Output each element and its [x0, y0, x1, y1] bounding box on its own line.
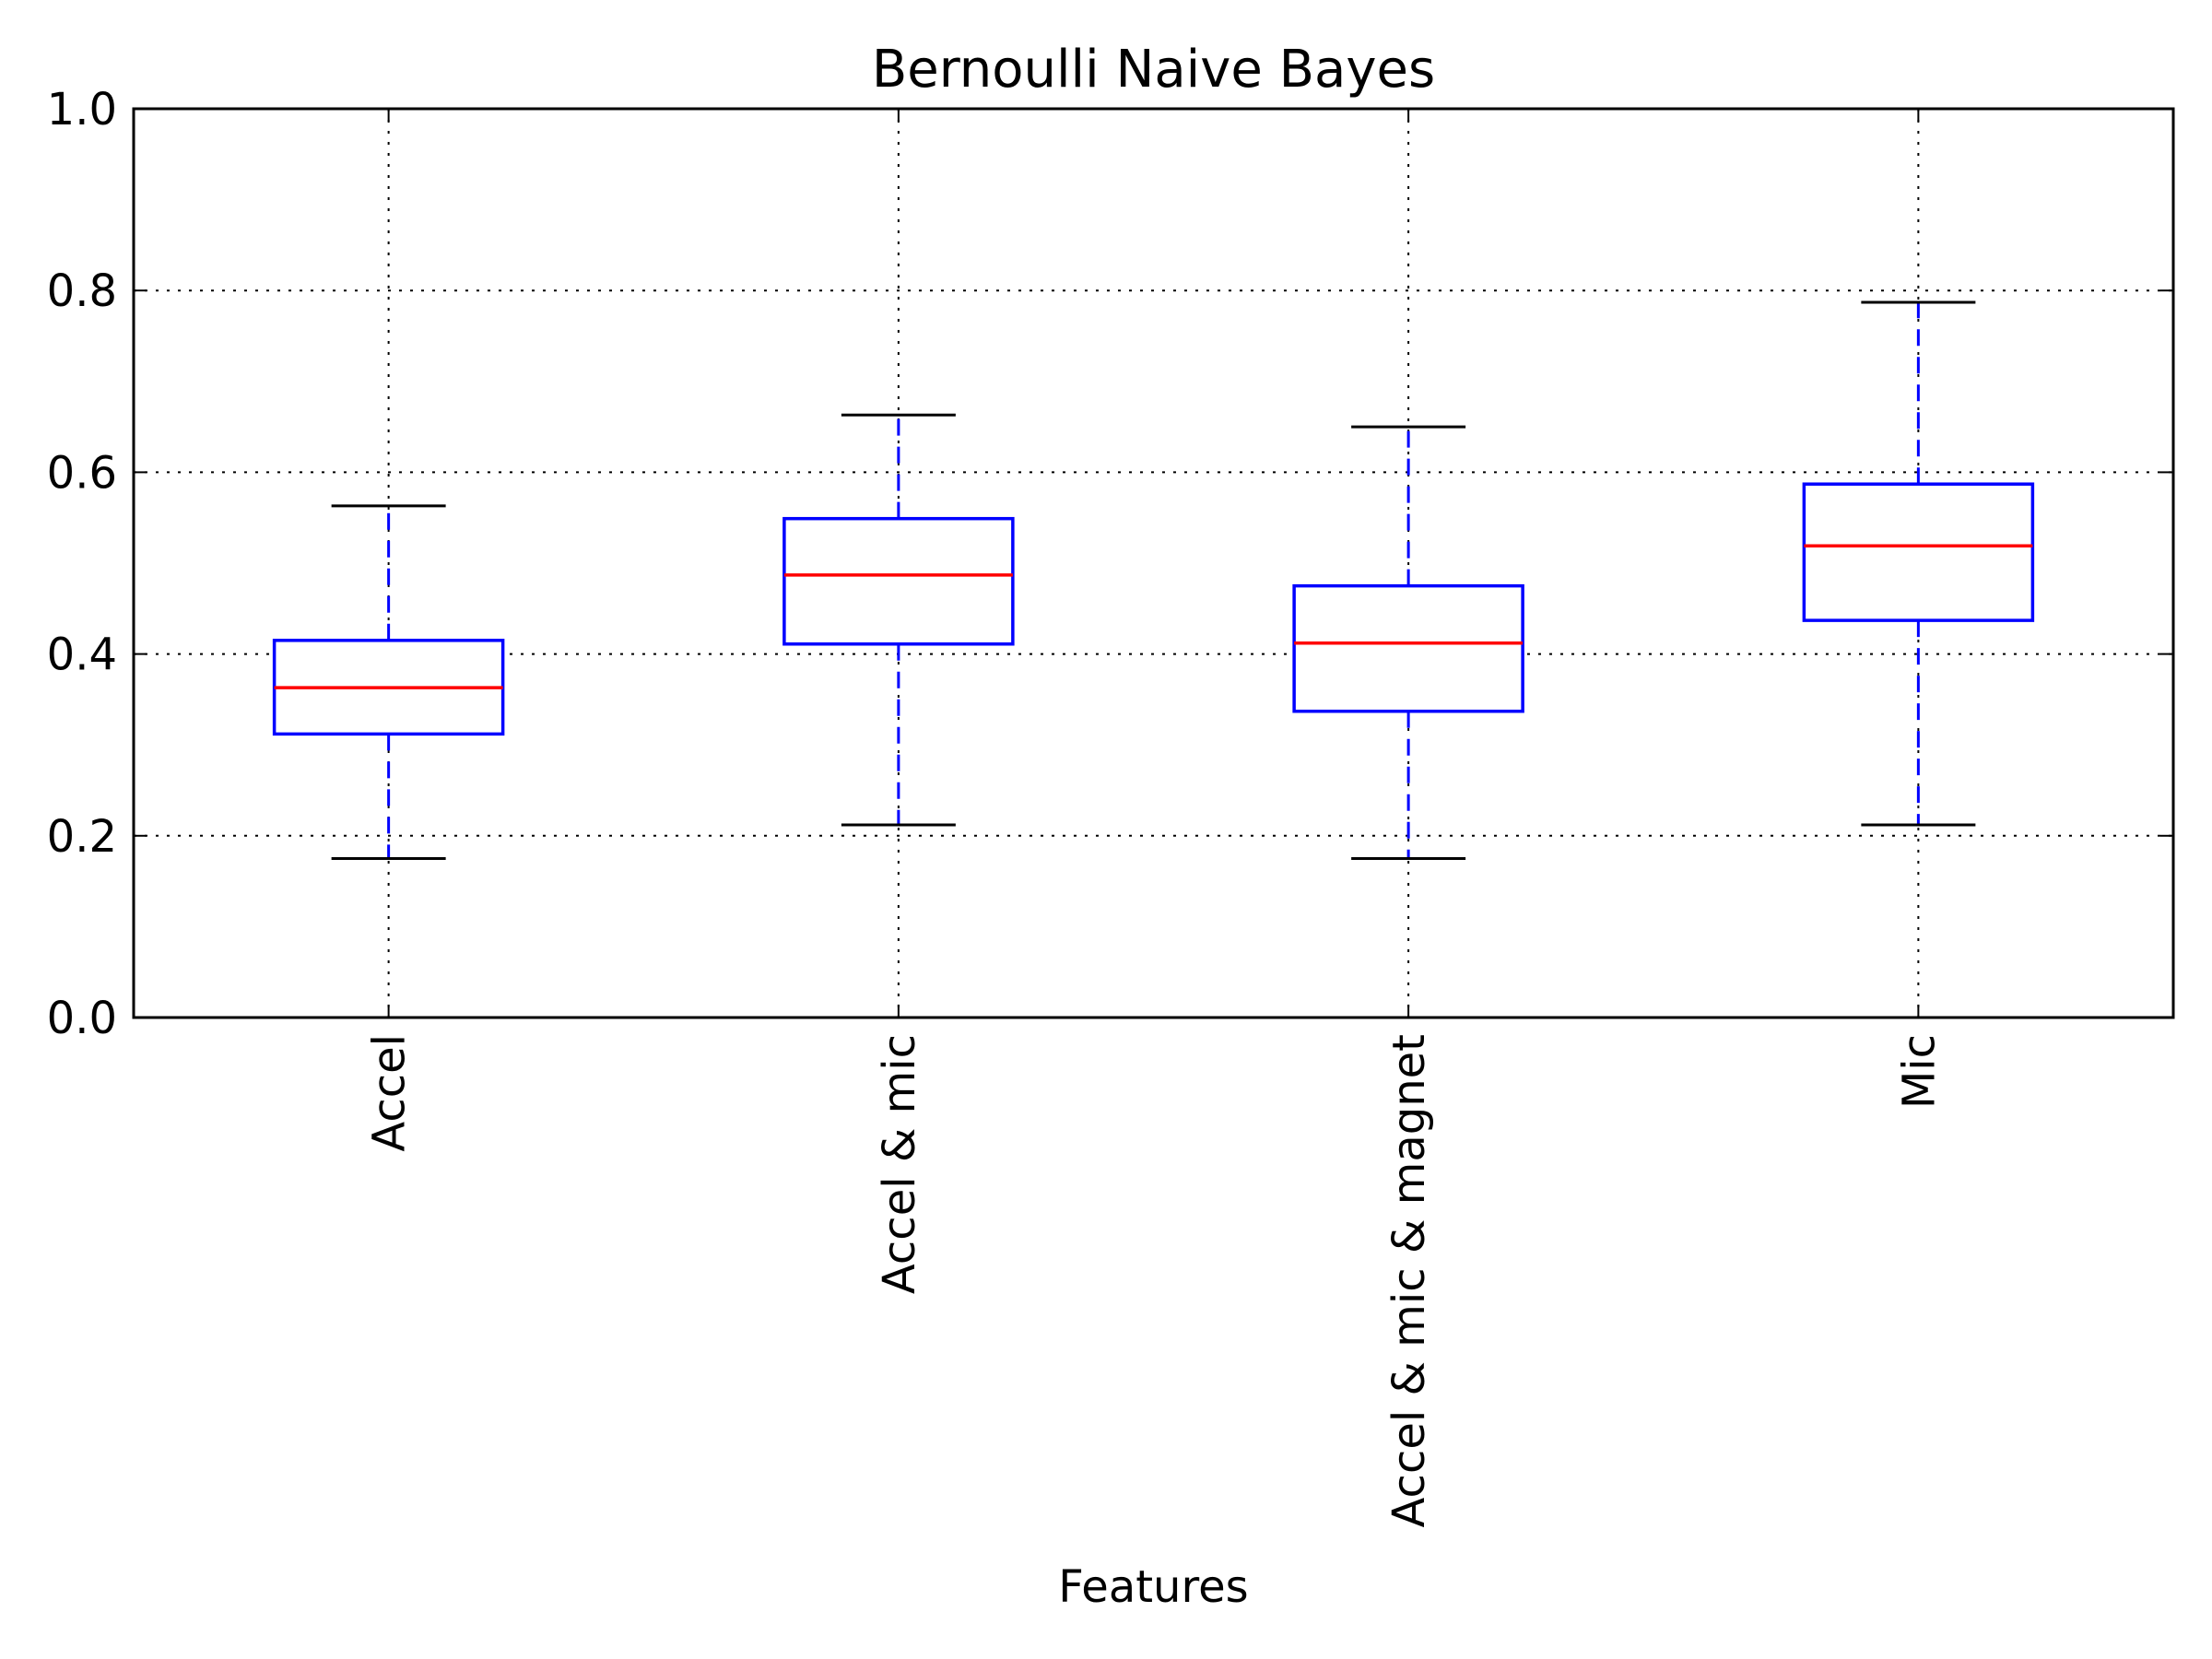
y-tick-label: 1.0 [47, 84, 117, 135]
y-tick-label: 0.4 [47, 629, 117, 681]
y-tick-labels: 0.0 0.2 0.4 0.6 0.8 1.0 [47, 84, 117, 1044]
y-tick-label: 0.6 [47, 447, 117, 499]
y-tick-label: 0.8 [47, 265, 117, 317]
box-0 [272, 504, 505, 860]
y-tick-label: 0.0 [47, 993, 117, 1044]
box-body [1802, 482, 2035, 622]
x-tick-label: Accel [364, 1034, 416, 1152]
x-tick-label: Mic [1893, 1034, 1945, 1109]
box-2 [1292, 425, 1524, 860]
box-series [272, 300, 2035, 860]
x-tick-label: Accel & mic [874, 1034, 925, 1294]
x-tick-labels: Accel Accel & mic Accel & mic & magnet Mic [364, 1034, 1946, 1527]
chart-title: Bernoulli Naive Bayes [872, 40, 1435, 100]
box-body [782, 516, 1015, 646]
y-tick-label: 0.2 [47, 811, 117, 863]
tick-marks [134, 108, 2173, 1018]
box-1 [782, 413, 1015, 827]
box-body [1292, 583, 1524, 713]
x-axis-label: Features [1058, 1561, 1248, 1613]
x-tick-label: Accel & mic & magnet [1383, 1034, 1435, 1527]
plot-frame [132, 107, 2175, 1019]
box-3 [1802, 300, 2035, 827]
